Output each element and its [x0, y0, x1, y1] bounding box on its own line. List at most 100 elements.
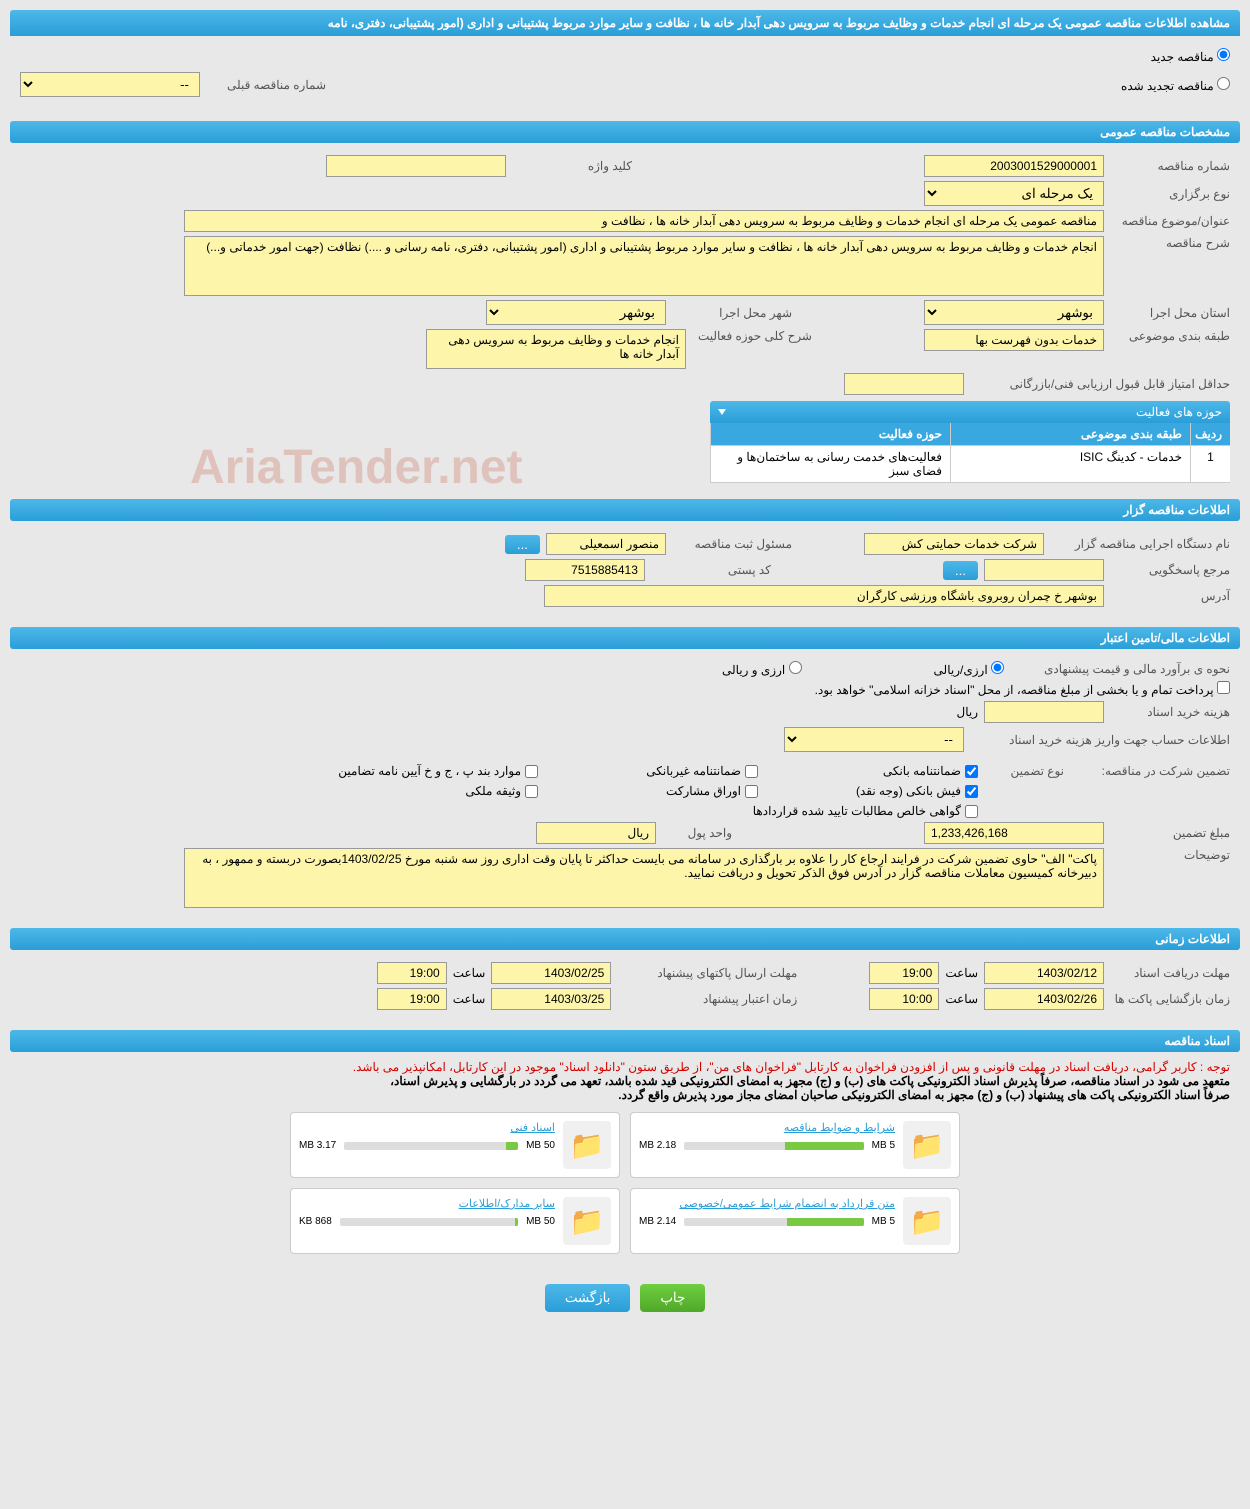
- section-time: اطلاعات زمانی: [10, 928, 1240, 950]
- doc-card[interactable]: 📁 متن قرارداد به انضمام شرایط عمومی/خصوصی…: [630, 1188, 960, 1254]
- validity-label: زمان اعتبار پیشنهاد: [617, 992, 797, 1006]
- radio-new-tender[interactable]: مناقصه جدید: [1151, 48, 1230, 64]
- hour-label-2: ساعت: [453, 966, 486, 980]
- chk-regulations-label: موارد بند پ ، ج و خ آیین نامه تضامین: [338, 764, 521, 778]
- hour-label-1: ساعت: [945, 966, 978, 980]
- min-score-label: حداقل امتیاز قابل قبول ارزیابی فنی/بازرگ…: [970, 377, 1230, 391]
- activity-desc-field: انجام خدمات و وظایف مربوط به سرویس دهی آ…: [426, 329, 686, 369]
- docs-note2: صرفاً اسناد الکترونیکی پاکت های پیشنهاد …: [20, 1088, 1230, 1102]
- page-title: مشاهده اطلاعات مناقصه عمومی یک مرحله ای …: [10, 10, 1240, 36]
- doc-card[interactable]: 📁شرایط و ضوابط مناقصه5 MB2.18 MB: [630, 1112, 960, 1178]
- check-treasury[interactable]: پرداخت تمام و یا بخشی از مبلغ مناقصه، از…: [815, 681, 1230, 697]
- min-score-field[interactable]: [844, 373, 964, 395]
- chk-bank-receipt[interactable]: [965, 785, 978, 798]
- section-general: مشخصات مناقصه عمومی: [10, 121, 1240, 143]
- doc-title[interactable]: متن قرارداد به انضمام شرایط عمومی/خصوصی: [639, 1197, 895, 1210]
- province-select[interactable]: بوشهر: [924, 300, 1104, 325]
- postal-label: کد پستی: [651, 563, 771, 577]
- doc-card[interactable]: 📁اسناد فنی50 MB3.17 MB: [290, 1112, 620, 1178]
- receive-date: 1403/02/12: [984, 962, 1104, 984]
- city-select[interactable]: بوشهر: [486, 300, 666, 325]
- radio-renewed-tender[interactable]: مناقصه تجدید شده: [1121, 77, 1230, 93]
- docs-warning: توجه : کاربر گرامی، دریافت اسناد در مهلت…: [20, 1060, 1230, 1074]
- chk-clearance[interactable]: [965, 805, 978, 818]
- doc-cap: 5 MB: [872, 1216, 895, 1227]
- doc-card[interactable]: 📁سایر مدارک/اطلاعات50 MB868 KB: [290, 1188, 620, 1254]
- doc-title[interactable]: سایر مدارک/اطلاعات: [299, 1197, 555, 1210]
- cell-n: 1: [1190, 446, 1230, 482]
- validity-date: 1403/03/25: [491, 988, 611, 1010]
- chk-participation[interactable]: [745, 785, 758, 798]
- subject-label: عنوان/موضوع مناقصه: [1110, 214, 1230, 228]
- postal-field: 7515885413: [525, 559, 645, 581]
- activity-table-title: حوزه های فعالیت: [1136, 405, 1222, 419]
- submit-date: 1403/02/25: [491, 962, 611, 984]
- chk-bank-receipt-label: فیش بانکی (وجه نقد): [856, 784, 961, 798]
- hour-label-3: ساعت: [945, 992, 978, 1006]
- guarantee-type-label: نوع تضمین: [984, 764, 1064, 778]
- radio-new-label: مناقصه جدید: [1151, 50, 1214, 64]
- folder-icon: 📁: [903, 1121, 951, 1169]
- currency-label: ارزی و ریالی: [722, 663, 785, 677]
- radio-renewed-label: مناقصه تجدید شده: [1121, 79, 1214, 93]
- estimate-label: نحوه ی برآورد مالی و قیمت پیشنهادی: [1010, 662, 1230, 676]
- desc-label: شرح مناقصه: [1110, 236, 1230, 250]
- receive-hour: 19:00: [869, 962, 939, 984]
- usage-bar: [340, 1218, 518, 1226]
- receive-label: مهلت دریافت اسناد: [1110, 966, 1230, 980]
- contact-lookup-button[interactable]: ...: [943, 561, 978, 580]
- submit-hour: 19:00: [377, 962, 447, 984]
- category-label: طبقه بندی موضوعی: [1110, 329, 1230, 343]
- cell-cat: خدمات - کدینگ ISIC: [950, 446, 1190, 482]
- chk-participation-label: اوراق مشارکت: [666, 784, 741, 798]
- chk-property[interactable]: [525, 785, 538, 798]
- prev-tender-select[interactable]: --: [20, 72, 200, 97]
- amount-field: 1,233,426,168: [924, 822, 1104, 844]
- chk-clearance-label: گواهی خالص مطالبات تایید شده قراردادها: [753, 804, 961, 818]
- folder-icon: 📁: [563, 1121, 611, 1169]
- account-label: اطلاعات حساب جهت واریز هزینه خرید اسناد: [970, 733, 1230, 747]
- chk-property-label: وثیقه ملکی: [465, 784, 521, 798]
- th-row: ردیف: [1190, 423, 1230, 445]
- collapse-icon[interactable]: [718, 409, 726, 415]
- doc-cost-unit: ریال: [956, 705, 978, 719]
- submit-label: مهلت ارسال پاکتهای پیشنهاد: [617, 966, 797, 980]
- radio-rial[interactable]: ارزی/ریالی: [934, 661, 1004, 677]
- print-button[interactable]: چاپ: [640, 1284, 705, 1312]
- notes-field: پاکت" الف" حاوی تضمین شرکت در فرایند ارج…: [184, 848, 1104, 908]
- responsible-field: منصور اسمعیلی: [546, 533, 666, 555]
- activity-desc-label: شرح کلی حوزه فعالیت: [692, 329, 812, 343]
- holding-type-select[interactable]: یک مرحله ای: [924, 181, 1104, 206]
- usage-bar: [684, 1142, 863, 1150]
- doc-cost-label: هزینه خرید اسناد: [1110, 705, 1230, 719]
- docs-note1: متعهد می شود در اسناد مناقصه، صرفاً پذیر…: [20, 1074, 1230, 1088]
- doc-cap: 5 MB: [872, 1140, 895, 1151]
- address-field: بوشهر خ چمران روبروی باشگاه ورزشی کارگرا…: [544, 585, 1104, 607]
- back-button[interactable]: بازگشت: [545, 1284, 631, 1312]
- usage-bar: [344, 1142, 518, 1150]
- amount-label: مبلغ تضمین: [1110, 826, 1230, 840]
- cell-field: فعالیت‌های خدمت رسانی به ساختمان‌ها و فض…: [710, 446, 950, 482]
- hour-label-4: ساعت: [453, 992, 486, 1006]
- doc-title[interactable]: اسناد فنی: [299, 1121, 555, 1134]
- folder-icon: 📁: [563, 1197, 611, 1245]
- section-holder: اطلاعات مناقصه گزار: [10, 499, 1240, 521]
- doc-used: 2.14 MB: [639, 1216, 676, 1227]
- chk-bank-guarantee[interactable]: [965, 765, 978, 778]
- more-button[interactable]: ...: [505, 535, 540, 554]
- th-category: طبقه بندی موضوعی: [950, 423, 1190, 445]
- folder-icon: 📁: [903, 1197, 951, 1245]
- contact-field[interactable]: [984, 559, 1104, 581]
- province-label: استان محل اجرا: [1110, 306, 1230, 320]
- doc-cost-field[interactable]: [984, 701, 1104, 723]
- doc-title[interactable]: شرایط و ضوابط مناقصه: [639, 1121, 895, 1134]
- chk-nonbank-guarantee[interactable]: [745, 765, 758, 778]
- keyword-field[interactable]: [326, 155, 506, 177]
- account-select[interactable]: --: [784, 727, 964, 752]
- radio-currency[interactable]: ارزی و ریالی: [722, 661, 802, 677]
- doc-cap: 50 MB: [526, 1140, 555, 1151]
- section-docs: اسناد مناقصه: [10, 1030, 1240, 1052]
- notes-label: توضیحات: [1110, 848, 1230, 862]
- chk-regulations[interactable]: [525, 765, 538, 778]
- guarantee-section-label: تضمین شرکت در مناقصه:: [1070, 764, 1230, 778]
